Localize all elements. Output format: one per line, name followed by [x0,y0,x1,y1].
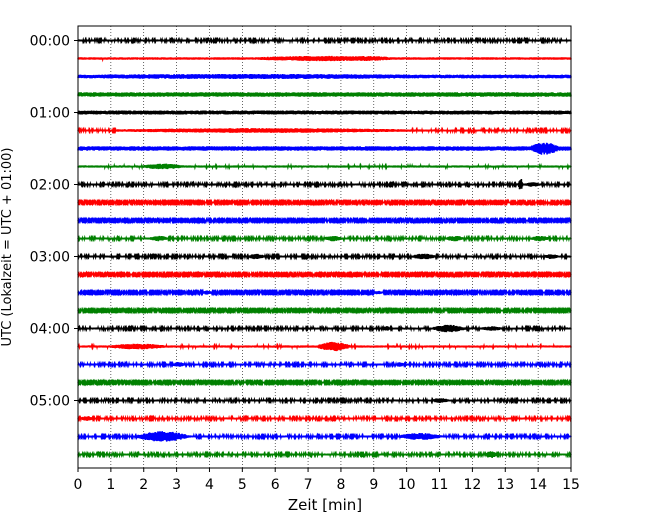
x-tick-label: 9 [369,477,378,493]
y-tick-label: 01:00 [30,106,70,122]
trace-0030 [77,73,572,80]
x-tick-label: 2 [139,477,148,493]
trace-0415 [77,341,572,352]
x-tick-label: 13 [496,477,514,493]
trace-0430 [77,360,572,369]
trace-0245 [77,234,572,243]
trace-0530 [77,431,572,442]
x-tick-label: 10 [398,477,416,493]
trace-0100 [77,110,572,115]
x-tick-label: 8 [336,477,345,493]
x-tick-label: 6 [271,477,280,493]
trace-0215 [77,198,572,207]
x-tick-label: 14 [529,477,547,493]
trace-0545 [77,450,572,459]
trace-0515 [77,414,572,423]
x-axis-label: Zeit [min] [288,496,362,514]
trace-0130 [77,142,572,155]
trace-0015 [77,55,572,63]
x-tick-label: 5 [238,477,247,493]
trace-0400 [77,324,572,333]
x-tick-label: 4 [205,477,214,493]
trace-0300 [77,252,572,261]
trace-0230 [77,216,572,225]
trace-0000 [77,36,572,45]
x-tick-label: 15 [562,477,580,493]
x-tick-label: 7 [304,477,313,493]
y-axis-ticks: 00:00 01:00 02:00 03:00 04:00 05:00 [30,34,78,410]
x-tick-label: 0 [74,477,83,493]
x-axis-ticks: 0 1 2 3 4 5 6 7 8 9 10 11 12 13 14 15 [74,468,580,493]
plot-frame [77,25,572,469]
y-tick-label: 00:00 [30,34,70,50]
y-tick-label: 02:00 [30,178,70,194]
y-tick-label: 03:00 [30,250,70,266]
trace-0330 [77,288,572,297]
trace-0315 [77,270,572,279]
y-axis-label: UTC (Lokalzeit = UTC + 01:00) [0,148,15,347]
trace-0500 [77,396,572,405]
trace-0045 [77,92,572,97]
trace-0200 [77,178,572,190]
trace-0445 [77,378,572,387]
trace-0115 [77,126,572,135]
trace-0145 [77,162,572,171]
x-tick-label: 12 [463,477,481,493]
trace-0345 [77,306,572,315]
seismic-traces [77,36,572,459]
y-tick-label: 04:00 [30,322,70,338]
x-tick-label: 11 [431,477,449,493]
x-tick-label: 3 [172,477,181,493]
y-tick-label: 05:00 [30,394,70,410]
x-tick-label: 1 [106,477,115,493]
